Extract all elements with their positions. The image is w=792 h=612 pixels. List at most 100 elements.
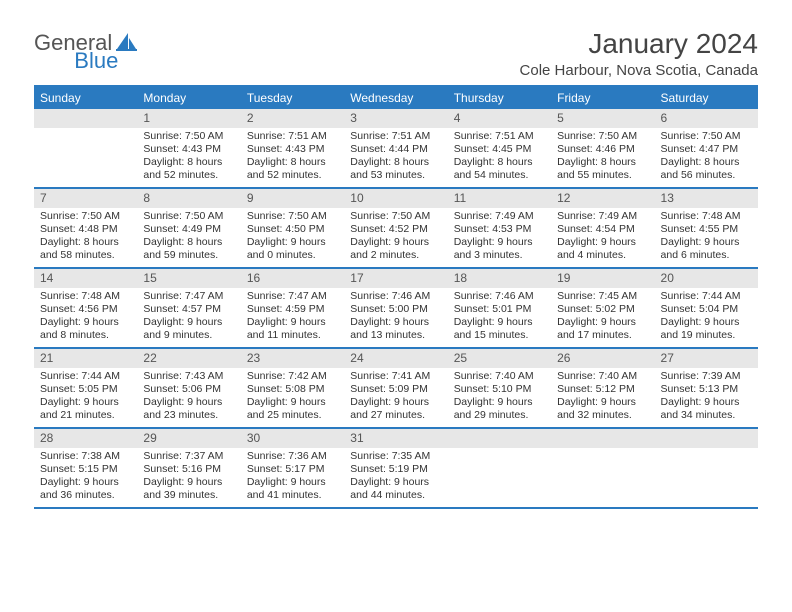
sunset-text: Sunset: 5:00 PM [350,303,441,316]
sunrise-text: Sunrise: 7:48 AM [40,290,131,303]
calendar-day: 19Sunrise: 7:45 AMSunset: 5:02 PMDayligh… [551,269,654,347]
day-number: 11 [448,189,551,208]
dow-friday: Friday [551,87,654,109]
sunset-text: Sunset: 4:53 PM [454,223,545,236]
day-details: Sunrise: 7:46 AMSunset: 5:00 PMDaylight:… [344,288,447,347]
dow-saturday: Saturday [655,87,758,109]
sunset-text: Sunset: 4:56 PM [40,303,131,316]
page-title: January 2024 [520,28,758,60]
calendar-grid: Sunday Monday Tuesday Wednesday Thursday… [34,85,758,509]
day-details: Sunrise: 7:51 AMSunset: 4:44 PMDaylight:… [344,128,447,187]
calendar-day: 17Sunrise: 7:46 AMSunset: 5:00 PMDayligh… [344,269,447,347]
calendar-day [551,429,654,507]
sunrise-text: Sunrise: 7:50 AM [40,210,131,223]
day-details: Sunrise: 7:39 AMSunset: 5:13 PMDaylight:… [655,368,758,427]
sunrise-text: Sunrise: 7:50 AM [557,130,648,143]
calendar-day: 22Sunrise: 7:43 AMSunset: 5:06 PMDayligh… [137,349,240,427]
sunset-text: Sunset: 5:08 PM [247,383,338,396]
daylight-text: Daylight: 9 hours and 27 minutes. [350,396,441,422]
sunrise-text: Sunrise: 7:44 AM [40,370,131,383]
calendar-day: 13Sunrise: 7:48 AMSunset: 4:55 PMDayligh… [655,189,758,267]
calendar-day: 6Sunrise: 7:50 AMSunset: 4:47 PMDaylight… [655,109,758,187]
sunset-text: Sunset: 5:12 PM [557,383,648,396]
day-number: 19 [551,269,654,288]
brand-logo: General Blue [34,28,186,57]
day-number: 22 [137,349,240,368]
day-details: Sunrise: 7:44 AMSunset: 5:05 PMDaylight:… [34,368,137,427]
sunset-text: Sunset: 5:09 PM [350,383,441,396]
sunset-text: Sunset: 5:10 PM [454,383,545,396]
calendar-day: 31Sunrise: 7:35 AMSunset: 5:19 PMDayligh… [344,429,447,507]
day-details: Sunrise: 7:50 AMSunset: 4:50 PMDaylight:… [241,208,344,267]
daylight-text: Daylight: 9 hours and 34 minutes. [661,396,752,422]
calendar-day: 18Sunrise: 7:46 AMSunset: 5:01 PMDayligh… [448,269,551,347]
day-number: 20 [655,269,758,288]
daylight-text: Daylight: 9 hours and 19 minutes. [661,316,752,342]
calendar-day: 2Sunrise: 7:51 AMSunset: 4:43 PMDaylight… [241,109,344,187]
calendar-day: 9Sunrise: 7:50 AMSunset: 4:50 PMDaylight… [241,189,344,267]
day-details: Sunrise: 7:41 AMSunset: 5:09 PMDaylight:… [344,368,447,427]
sunset-text: Sunset: 4:43 PM [143,143,234,156]
calendar-day: 5Sunrise: 7:50 AMSunset: 4:46 PMDaylight… [551,109,654,187]
daylight-text: Daylight: 9 hours and 21 minutes. [40,396,131,422]
sunrise-text: Sunrise: 7:51 AM [454,130,545,143]
daylight-text: Daylight: 9 hours and 3 minutes. [454,236,545,262]
day-number: 17 [344,269,447,288]
sunrise-text: Sunrise: 7:47 AM [143,290,234,303]
day-number: 8 [137,189,240,208]
calendar-day: 10Sunrise: 7:50 AMSunset: 4:52 PMDayligh… [344,189,447,267]
daylight-text: Daylight: 9 hours and 25 minutes. [247,396,338,422]
dow-thursday: Thursday [448,87,551,109]
day-number: 28 [34,429,137,448]
sunrise-text: Sunrise: 7:35 AM [350,450,441,463]
day-details: Sunrise: 7:48 AMSunset: 4:55 PMDaylight:… [655,208,758,267]
calendar-week: 1Sunrise: 7:50 AMSunset: 4:43 PMDaylight… [34,109,758,189]
sunset-text: Sunset: 4:59 PM [247,303,338,316]
calendar-day: 29Sunrise: 7:37 AMSunset: 5:16 PMDayligh… [137,429,240,507]
calendar-day: 14Sunrise: 7:48 AMSunset: 4:56 PMDayligh… [34,269,137,347]
day-number: 4 [448,109,551,128]
day-number: 2 [241,109,344,128]
day-details: Sunrise: 7:50 AMSunset: 4:48 PMDaylight:… [34,208,137,267]
day-number: 25 [448,349,551,368]
calendar-week: 14Sunrise: 7:48 AMSunset: 4:56 PMDayligh… [34,269,758,349]
day-number: 18 [448,269,551,288]
day-of-week-row: Sunday Monday Tuesday Wednesday Thursday… [34,87,758,109]
daylight-text: Daylight: 9 hours and 6 minutes. [661,236,752,262]
day-details: Sunrise: 7:40 AMSunset: 5:12 PMDaylight:… [551,368,654,427]
sunrise-text: Sunrise: 7:49 AM [557,210,648,223]
daylight-text: Daylight: 9 hours and 8 minutes. [40,316,131,342]
day-details: Sunrise: 7:51 AMSunset: 4:45 PMDaylight:… [448,128,551,187]
day-number: 12 [551,189,654,208]
calendar-day: 27Sunrise: 7:39 AMSunset: 5:13 PMDayligh… [655,349,758,427]
sunset-text: Sunset: 5:13 PM [661,383,752,396]
daylight-text: Daylight: 8 hours and 52 minutes. [247,156,338,182]
sunset-text: Sunset: 5:01 PM [454,303,545,316]
sunset-text: Sunset: 4:44 PM [350,143,441,156]
daylight-text: Daylight: 9 hours and 41 minutes. [247,476,338,502]
daylight-text: Daylight: 8 hours and 59 minutes. [143,236,234,262]
sunset-text: Sunset: 4:46 PM [557,143,648,156]
sunrise-text: Sunrise: 7:50 AM [143,210,234,223]
daylight-text: Daylight: 9 hours and 11 minutes. [247,316,338,342]
day-number: 10 [344,189,447,208]
sunrise-text: Sunrise: 7:42 AM [247,370,338,383]
sunrise-text: Sunrise: 7:48 AM [661,210,752,223]
daylight-text: Daylight: 9 hours and 9 minutes. [143,316,234,342]
day-number: 24 [344,349,447,368]
day-number: 1 [137,109,240,128]
daylight-text: Daylight: 9 hours and 17 minutes. [557,316,648,342]
sunrise-text: Sunrise: 7:45 AM [557,290,648,303]
sunset-text: Sunset: 5:15 PM [40,463,131,476]
calendar-week: 7Sunrise: 7:50 AMSunset: 4:48 PMDaylight… [34,189,758,269]
sunset-text: Sunset: 4:57 PM [143,303,234,316]
calendar-day [34,109,137,187]
daylight-text: Daylight: 9 hours and 13 minutes. [350,316,441,342]
calendar-week: 28Sunrise: 7:38 AMSunset: 5:15 PMDayligh… [34,429,758,509]
daylight-text: Daylight: 9 hours and 44 minutes. [350,476,441,502]
sunset-text: Sunset: 4:43 PM [247,143,338,156]
daylight-text: Daylight: 8 hours and 52 minutes. [143,156,234,182]
day-number: 9 [241,189,344,208]
calendar-day [448,429,551,507]
sunrise-text: Sunrise: 7:40 AM [557,370,648,383]
